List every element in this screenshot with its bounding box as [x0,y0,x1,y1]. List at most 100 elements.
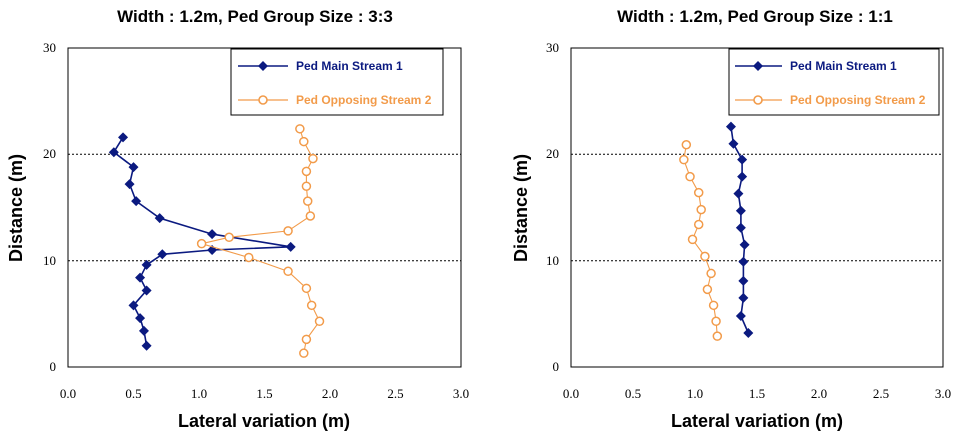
data-point-opposing-stream-8 [706,268,716,279]
data-point-main-stream-16 [141,340,152,351]
x-axis-label: Lateral variation (m) [671,411,843,431]
x-tick-label-1.5: 1.5 [749,386,765,401]
data-point-main-stream-10 [141,259,152,270]
data-point-main-stream-11 [735,310,746,321]
data-point-main-stream-15 [138,325,149,336]
data-point-opposing-stream-0 [681,140,692,150]
data-point-main-stream-2 [128,162,139,173]
data-point-opposing-stream-3 [301,166,312,177]
data-point-opposing-stream-9 [702,284,713,295]
data-point-opposing-stream-1 [679,154,689,165]
data-point-main-stream-0 [725,121,736,132]
x-axis-label: Lateral variation (m) [178,411,350,431]
legend: Ped Main Stream 1 Ped Opposing Stream 2 [728,48,940,116]
legend-marker-main [258,61,268,71]
data-point-main-stream-14 [135,313,146,324]
series-group [108,124,325,358]
data-point-opposing-stream-8 [224,232,234,243]
data-point-opposing-stream-6 [687,234,698,245]
y-tick-label-0: 0 [553,359,560,374]
legend-marker-opposing [753,95,763,105]
data-point-main-stream-12 [743,327,754,338]
data-point-opposing-stream-4 [696,204,706,215]
data-point-main-stream-6 [735,222,746,233]
data-point-main-stream-12 [141,285,152,296]
legend-marker-opposing [258,95,268,105]
series-group [679,121,754,341]
data-point-main-stream-4 [733,188,744,199]
x-tick-label-3.0: 3.0 [453,386,469,401]
data-point-opposing-stream-5 [302,196,313,206]
data-point-main-stream-9 [738,275,749,286]
data-point-main-stream-13 [128,300,139,311]
data-point-opposing-stream-2 [308,153,318,164]
y-axis-label: Distance (m) [6,154,26,262]
x-tick-label-0.0: 0.0 [60,386,76,401]
x-tick-label-2.5: 2.5 [873,386,889,401]
y-tick-label-20: 20 [43,146,56,161]
x-tick-label-2.0: 2.0 [811,386,827,401]
data-point-main-stream-9 [157,249,168,260]
data-point-opposing-stream-3 [693,187,704,198]
y-tick-label-20: 20 [546,146,559,161]
x-tick-label-1.5: 1.5 [256,386,272,401]
y-tick-label-10: 10 [43,253,56,268]
data-point-opposing-stream-5 [693,219,704,230]
data-point-main-stream-7 [739,239,750,250]
data-point-opposing-stream-10 [244,252,254,263]
y-tick-label-30: 30 [43,40,56,55]
data-point-main-stream-3 [737,171,748,182]
x-tick-label-1.0: 1.0 [687,386,703,401]
data-point-opposing-stream-13 [306,300,317,311]
data-point-opposing-stream-16 [299,348,309,358]
legend-label-opposing: Ped Opposing Stream 2 [296,93,432,107]
y-axis-label: Distance (m) [511,154,531,262]
data-point-opposing-stream-12 [712,331,723,341]
data-point-opposing-stream-14 [314,316,325,327]
data-point-main-stream-2 [737,154,748,165]
data-point-main-stream-8 [738,256,749,267]
y-tick-label-0: 0 [50,359,57,374]
legend-label-opposing: Ped Opposing Stream 2 [790,93,926,107]
data-point-opposing-stream-0 [295,124,305,134]
data-point-opposing-stream-1 [299,136,309,147]
legend-box [230,48,444,116]
data-point-main-stream-0 [118,132,129,143]
data-point-opposing-stream-11 [283,266,293,277]
legend-label-main: Ped Main Stream 1 [790,59,897,73]
x-tick-label-3.0: 3.0 [935,386,951,401]
data-point-main-stream-11 [135,272,146,283]
data-point-opposing-stream-10 [708,300,719,311]
y-tick-label-10: 10 [546,253,559,268]
data-point-opposing-stream-15 [301,334,312,345]
x-tick-label-2.5: 2.5 [387,386,403,401]
x-tick-label-0.5: 0.5 [125,386,141,401]
legend-marker-main [753,61,763,71]
x-tick-label-0.0: 0.0 [563,386,579,401]
data-point-main-stream-4 [131,196,142,207]
data-point-opposing-stream-6 [305,211,316,221]
data-point-main-stream-6 [207,229,218,240]
data-point-main-stream-1 [728,138,739,149]
legend-box [728,48,940,116]
legend: Ped Main Stream 1 Ped Opposing Stream 2 [230,48,444,116]
data-point-main-stream-3 [124,179,135,190]
x-tick-label-2.0: 2.0 [322,386,338,401]
data-point-main-stream-5 [735,205,746,216]
data-point-opposing-stream-7 [283,226,293,236]
data-point-opposing-stream-4 [301,181,312,191]
data-point-main-stream-10 [738,292,749,303]
chart-title: Width : 1.2m, Ped Group Size : 3:3 [117,7,393,26]
data-point-opposing-stream-9 [196,238,207,249]
y-tick-label-30: 30 [546,40,559,55]
data-point-main-stream-5 [154,213,165,224]
chart-left: Width : 1.2m, Ped Group Size : 3:3 0 10 … [6,7,469,431]
legend-label-main: Ped Main Stream 1 [296,59,403,73]
data-point-opposing-stream-7 [700,251,710,262]
x-tick-label-0.5: 0.5 [625,386,641,401]
chart-title: Width : 1.2m, Ped Group Size : 1:1 [617,7,893,26]
data-point-main-stream-1 [108,147,119,158]
data-point-opposing-stream-2 [685,171,695,182]
data-point-main-stream-7 [285,241,296,252]
